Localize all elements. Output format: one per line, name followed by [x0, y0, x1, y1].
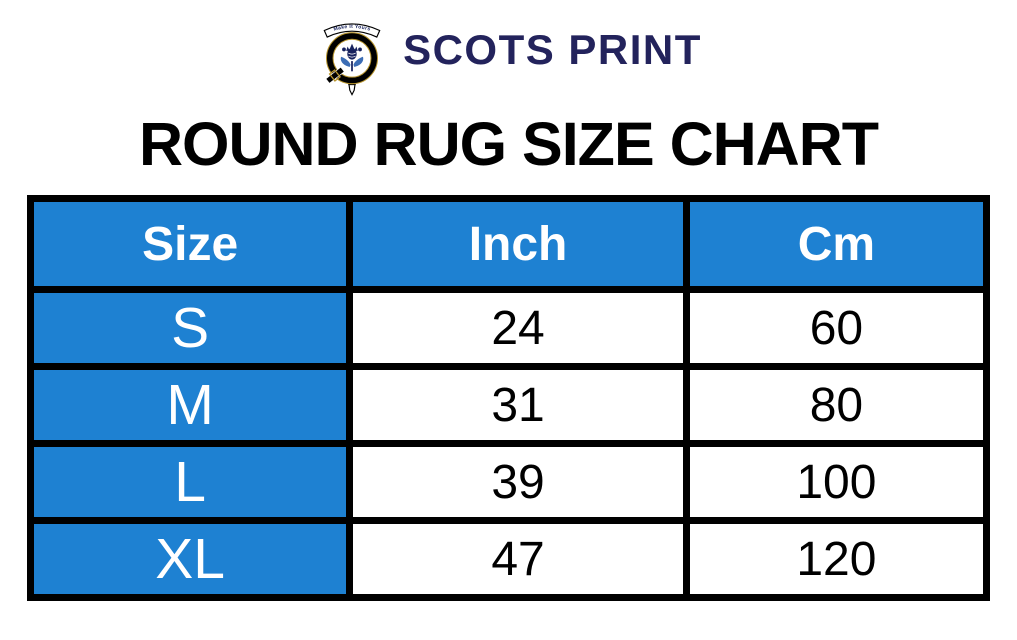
- inch-value-l: 39: [346, 440, 690, 524]
- table-row: S 24 60: [26, 286, 991, 370]
- inch-value-xl: 47: [346, 517, 690, 601]
- table-row: L 39 100: [26, 440, 991, 524]
- inch-value-s: 24: [346, 286, 690, 370]
- column-header-size: Size: [26, 195, 354, 293]
- crest-buckle: [325, 66, 345, 84]
- svg-text:Make It Yours: Make It Yours: [333, 24, 371, 33]
- thistle-crest-icon: Make It Yours: [323, 23, 381, 96]
- brand-name: SCOTS PRINT: [403, 26, 702, 73]
- header-row: Size Inch Cm: [26, 195, 991, 293]
- cm-value-m: 80: [682, 363, 991, 447]
- inch-value-m: 31: [346, 363, 690, 447]
- table-row: M 31 80: [26, 363, 991, 447]
- column-header-inch: Inch: [346, 195, 690, 293]
- size-label-m: M: [26, 363, 354, 447]
- table-row: XL 47 120: [26, 517, 991, 601]
- size-label-s: S: [26, 286, 354, 370]
- thistle-plant: [340, 43, 364, 72]
- size-label-xl: XL: [26, 517, 354, 601]
- cm-value-l: 100: [682, 440, 991, 524]
- cm-value-s: 60: [682, 286, 991, 370]
- crest-motto-text: Make It Yours: [333, 24, 371, 33]
- page-title: ROUND RUG SIZE CHART: [138, 110, 879, 178]
- brand-header: Make It Yours SCOTS PRINT: [0, 0, 1017, 100]
- cm-value-xl: 120: [682, 517, 991, 601]
- crest-motto-banner: Make It Yours: [323, 23, 381, 38]
- size-label-l: L: [26, 440, 354, 524]
- size-chart-table: Size Inch Cm S 24 60 M 31 80 L 39 100 XL…: [26, 195, 991, 601]
- column-header-cm: Cm: [682, 195, 991, 293]
